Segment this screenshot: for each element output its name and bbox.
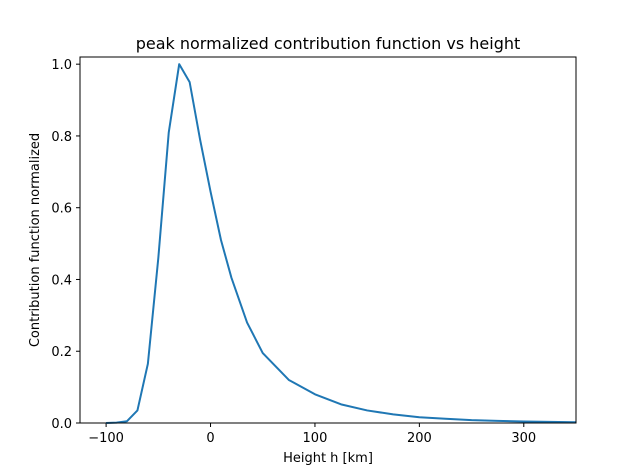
y-axis-label: Contribution function normalized [28,133,43,347]
y-tick-label: 0.4 [51,273,72,288]
y-tick-label: 0.6 [51,202,72,217]
y-tick-label: 0.8 [51,130,72,145]
y-tick-label: 0.0 [51,417,72,432]
axes-frame [79,56,577,424]
series-line [106,63,577,424]
y-tick-label: 1.0 [51,58,72,73]
x-tick-label: −100 [88,431,124,446]
chart-title: peak normalized contribution function vs… [136,34,521,53]
x-tick-label: 100 [303,431,328,446]
x-axis-label: Height h [km] [283,451,373,466]
plot-area: −100 0 100 200 300 0.0 0.2 0.4 0.6 0.8 1.0 [51,58,577,446]
x-tick-label: 200 [407,431,432,446]
x-tick-label: 300 [511,431,536,446]
x-tick-label: 0 [206,431,214,446]
y-tick-label: 0.2 [51,345,72,360]
